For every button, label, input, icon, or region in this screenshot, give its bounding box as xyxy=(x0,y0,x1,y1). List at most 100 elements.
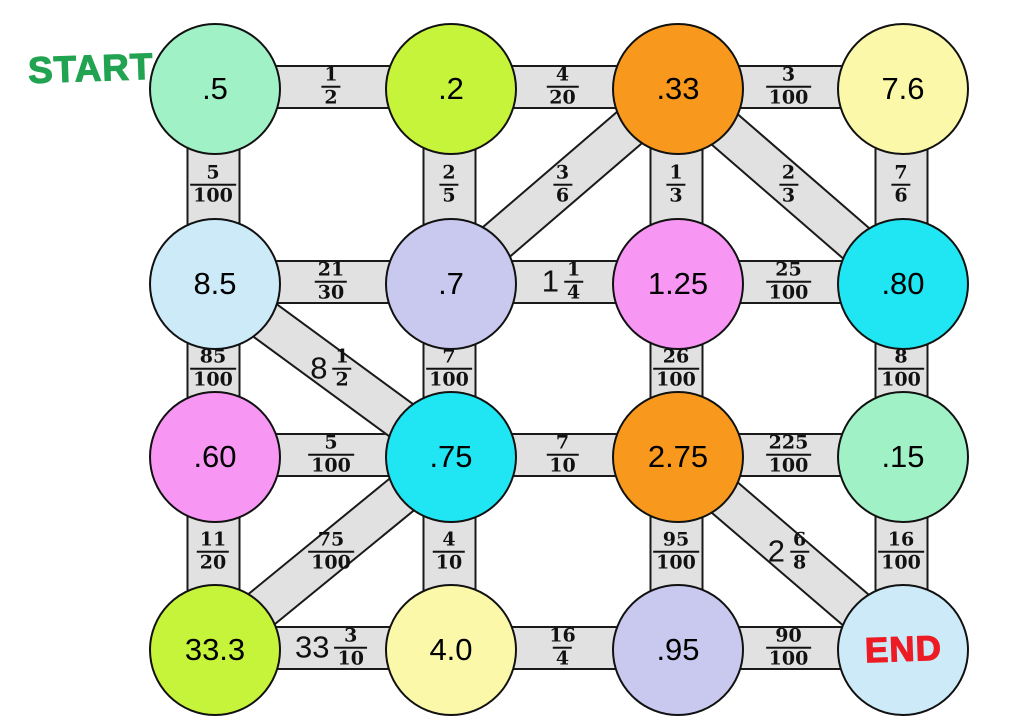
maze-node[interactable]: 1.25 xyxy=(612,218,744,350)
path-fraction-label: 7 100 xyxy=(426,345,472,391)
fraction-denominator: 100 xyxy=(765,647,812,670)
maze-node[interactable]: 4.0 xyxy=(385,584,517,716)
maze-node[interactable]: .5 xyxy=(149,23,281,155)
fraction-denominator: 3 xyxy=(666,183,686,207)
fraction-denominator: 6 xyxy=(552,183,573,207)
path-fraction-label: 5 100 xyxy=(308,432,354,478)
path-fraction-label: 11 20 xyxy=(196,528,230,574)
node-value: 33.3 xyxy=(184,632,246,667)
fraction-denominator: 2 xyxy=(332,367,352,391)
maze-node[interactable]: 2.75 xyxy=(612,391,744,523)
maze-node[interactable]: 33.3 xyxy=(149,584,281,716)
maze-node[interactable]: .7 xyxy=(385,218,517,350)
fraction-numerator: 5 xyxy=(206,161,220,184)
path-fraction-label: 75 100 xyxy=(308,528,354,574)
fraction-numerator: 16 xyxy=(549,624,576,647)
node-value: .5 xyxy=(202,71,228,106)
path-fraction-label: 16 4 xyxy=(546,624,578,671)
fraction-denominator: 100 xyxy=(765,86,812,109)
node-value: 1.25 xyxy=(647,266,709,301)
fraction-numerator: 3 xyxy=(344,624,358,647)
fraction: 25 100 xyxy=(765,259,812,305)
fraction: 5 100 xyxy=(190,161,236,207)
whole-number: 2 xyxy=(767,533,786,569)
whole-number: 1 xyxy=(541,264,560,299)
path-fraction-label: 21 30 xyxy=(314,258,348,305)
maze-node[interactable]: 7.6 xyxy=(837,23,969,155)
node-value: 4.0 xyxy=(429,632,473,667)
node-value: .2 xyxy=(438,71,464,106)
path-fraction-label: 5 100 xyxy=(190,161,236,207)
maze-node[interactable]: .33 xyxy=(612,23,744,155)
fraction-numerator: 7 xyxy=(442,345,456,368)
fraction-numerator: 75 xyxy=(317,528,345,551)
fraction-denominator: 100 xyxy=(190,183,236,207)
maze-node[interactable]: .75 xyxy=(385,391,517,523)
fraction-denominator: 100 xyxy=(308,454,354,477)
node-value: .7 xyxy=(438,266,464,301)
fraction: 8 100 xyxy=(878,345,924,391)
fraction-numerator: 21 xyxy=(317,258,345,281)
node-value: .80 xyxy=(881,266,925,301)
fraction-denominator: 100 xyxy=(765,281,812,304)
fraction-denominator: 8 xyxy=(790,550,810,574)
fraction: 16 4 xyxy=(546,624,578,671)
fraction: 75 100 xyxy=(308,528,354,574)
fraction: 85 100 xyxy=(190,345,236,391)
fraction-denominator: 30 xyxy=(314,281,348,304)
path-fraction-label: 16 100 xyxy=(878,528,924,574)
fraction-numerator: 16 xyxy=(887,528,915,551)
fraction-denominator: 5 xyxy=(439,183,459,207)
fraction: 7 100 xyxy=(426,345,472,391)
node-value: .60 xyxy=(193,439,237,474)
fraction: 21 30 xyxy=(314,258,348,305)
path-fraction-label: 33 3 10 xyxy=(295,624,367,671)
fraction-denominator: 4 xyxy=(564,281,584,304)
node-value: .95 xyxy=(656,632,700,667)
fraction-numerator: 95 xyxy=(662,528,690,551)
fraction-numerator: 8 xyxy=(894,345,908,368)
fraction-numerator: 4 xyxy=(442,528,456,551)
fraction: 225 100 xyxy=(765,431,812,478)
fraction-numerator: 7 xyxy=(555,431,570,454)
fraction-numerator: 225 xyxy=(768,431,809,454)
fraction-numerator: 11 xyxy=(199,528,227,551)
fraction: 16 100 xyxy=(878,528,924,574)
fraction-denominator: 100 xyxy=(878,550,924,574)
fraction: 11 20 xyxy=(196,528,230,574)
fraction-numerator: 3 xyxy=(555,161,570,184)
node-value: .33 xyxy=(656,71,700,106)
fraction-denominator: 100 xyxy=(308,550,354,574)
node-value: .75 xyxy=(429,439,473,474)
maze-node[interactable]: .15 xyxy=(837,391,969,523)
fraction: 3 100 xyxy=(765,64,812,110)
fraction-denominator: 100 xyxy=(765,454,812,477)
fraction-denominator: 20 xyxy=(196,550,230,574)
start-label: START xyxy=(27,45,155,92)
path-fraction-label: 90 100 xyxy=(765,625,812,671)
maze-node[interactable]: 8.5 xyxy=(149,218,281,350)
path-fraction-label: 25 100 xyxy=(765,259,812,305)
maze-node[interactable]: .80 xyxy=(837,218,969,350)
path-fraction-label: 4 20 xyxy=(546,64,579,110)
fraction-numerator: 7 xyxy=(894,161,908,184)
end-node[interactable]: END xyxy=(837,584,969,716)
maze-node[interactable]: .2 xyxy=(385,23,517,155)
maze-node[interactable]: .60 xyxy=(149,391,281,523)
maze-node[interactable]: .95 xyxy=(612,584,744,716)
path-fraction-label: 95 100 xyxy=(653,528,699,574)
